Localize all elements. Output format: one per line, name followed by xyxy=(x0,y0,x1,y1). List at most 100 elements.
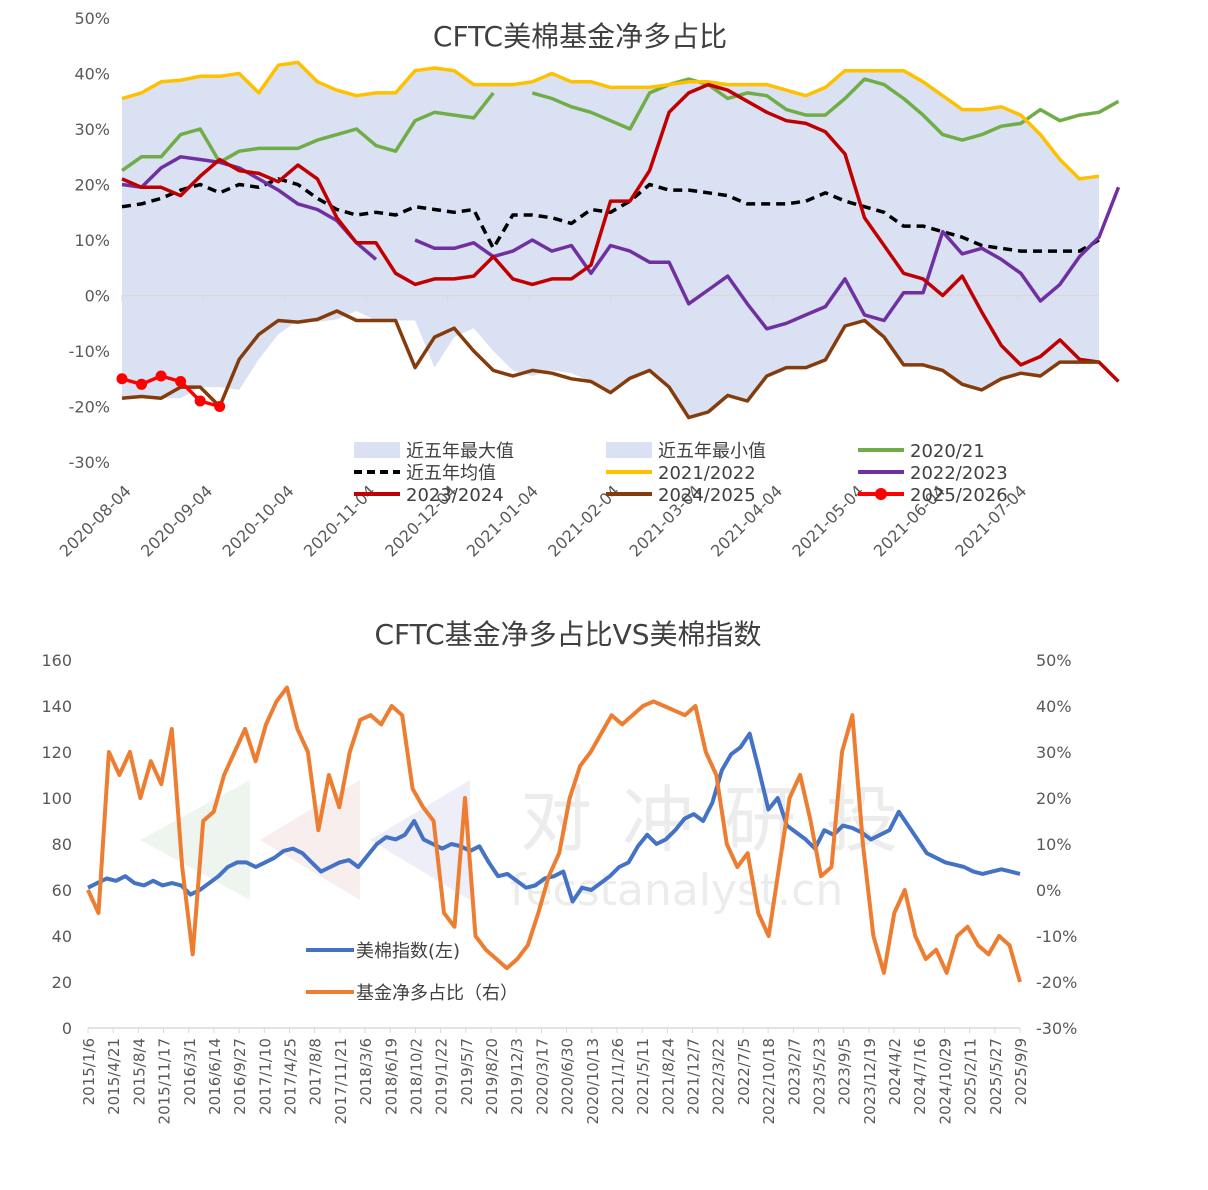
chart2-series-lines xyxy=(86,685,1022,983)
y-tick-label: 0% xyxy=(85,287,110,306)
series-point xyxy=(175,376,187,388)
y-left-tick-label: 120 xyxy=(41,743,72,762)
x-tick-label: 2021/12/7 xyxy=(685,1038,703,1115)
series-point xyxy=(214,401,226,412)
x-tick-label: 2024/4/2 xyxy=(886,1038,904,1105)
series-line-5 xyxy=(121,309,1099,420)
y-left-tick-label: 140 xyxy=(41,697,72,716)
x-tick-label: 2024/7/16 xyxy=(911,1038,929,1115)
series-line-2 xyxy=(121,60,1100,181)
x-tick-label: 2016/6/14 xyxy=(206,1038,224,1115)
x-tick-label: 2015/1/6 xyxy=(80,1038,98,1105)
series-line-1 xyxy=(86,685,1022,983)
legend-label: 2023/2024 xyxy=(406,485,504,506)
x-tick-label: 2019/1/22 xyxy=(433,1038,451,1115)
chart1: CFTC美棉基金净多占比 50% 40% 30% 20% 10% 0% -10% -20% -3… xyxy=(56,9,1121,561)
chart1-title: CFTC美棉基金净多占比 xyxy=(433,20,727,53)
x-tick-label: 2021/1/26 xyxy=(609,1038,627,1115)
y-right-tick-label: 0% xyxy=(1036,881,1061,900)
x-tick-label: 2021/8/24 xyxy=(659,1038,677,1115)
x-tick-label: 2017/11/21 xyxy=(332,1038,350,1124)
legend-label: 美棉指数(左) xyxy=(356,941,460,962)
y-tick-label: 20% xyxy=(74,176,110,195)
x-tick-label: 2022/7/5 xyxy=(735,1038,753,1105)
legend-swatch xyxy=(354,442,400,458)
legend-label: 2024/2025 xyxy=(658,485,756,506)
legend-label: 近五年最小值 xyxy=(658,441,766,462)
y-left-tick-label: 80 xyxy=(52,835,72,854)
y-left-tick-label: 40 xyxy=(52,927,72,946)
x-tick-label: 2015/8/4 xyxy=(130,1038,148,1105)
chart1-band-layer xyxy=(122,62,1099,418)
legend-label: 基金净多占比（右） xyxy=(356,983,518,1004)
y-right-tick-label: -30% xyxy=(1036,1019,1077,1038)
series-line-0 xyxy=(87,731,1021,904)
watermark-logo-shape xyxy=(260,780,360,900)
legend-swatch xyxy=(606,442,652,458)
x-tick-label: 2017/8/8 xyxy=(307,1038,325,1105)
x-tick-label: 2019/8/20 xyxy=(483,1038,501,1115)
chart2-x-ticks: 2015/1/6 2015/4/21 2015/8/4 2015/11/17 2016/… xyxy=(80,1028,1030,1124)
x-tick-label: 2023/5/23 xyxy=(810,1038,828,1115)
x-tick-label: 2020-09-04 xyxy=(137,481,216,560)
x-tick-label: 2020/3/17 xyxy=(533,1038,551,1115)
y-tick-label: 40% xyxy=(74,65,110,84)
y-left-tick-label: 20 xyxy=(52,973,72,992)
y-tick-label: 30% xyxy=(74,120,110,139)
x-tick-label: 2019/5/7 xyxy=(458,1038,476,1105)
chart1-legend: 近五年最大值 近五年最小值 2020/21 近五年均值 2021/2022 2022/20… xyxy=(354,441,1008,506)
x-tick-label: 2016/9/27 xyxy=(231,1038,249,1115)
legend-label: 2021/2022 xyxy=(658,463,756,484)
y-right-tick-label: 20% xyxy=(1036,789,1072,808)
chart2-legend: 美棉指数(左) 基金净多占比（右） xyxy=(306,941,518,1004)
y-left-tick-label: 100 xyxy=(41,789,72,808)
chart1-series-lines xyxy=(116,60,1121,420)
x-tick-label: 2018/3/6 xyxy=(357,1038,375,1105)
legend-label: 2020/21 xyxy=(910,441,985,462)
y-left-tick-label: 160 xyxy=(41,651,72,670)
y-right-tick-label: 10% xyxy=(1036,835,1072,854)
x-tick-label: 2025/9/9 xyxy=(1012,1038,1030,1105)
x-tick-label: 2016/3/1 xyxy=(181,1038,199,1105)
y-tick-label: 10% xyxy=(74,231,110,250)
y-right-tick-label: -10% xyxy=(1036,927,1077,946)
x-tick-label: 2021-05-04 xyxy=(788,481,867,560)
x-tick-label: 2015/11/17 xyxy=(156,1038,174,1124)
series-point xyxy=(155,370,167,382)
x-tick-label: 2020-08-04 xyxy=(56,481,135,560)
x-tick-label: 2018/10/2 xyxy=(407,1038,425,1115)
y-right-tick-label: 30% xyxy=(1036,743,1072,762)
y-right-tick-label: -20% xyxy=(1036,973,1077,992)
x-tick-label: 2024/10/29 xyxy=(936,1038,954,1124)
x-tick-label: 2022/3/22 xyxy=(710,1038,728,1115)
y-tick-label: 50% xyxy=(74,9,110,28)
x-tick-label: 2023/2/7 xyxy=(785,1038,803,1105)
x-tick-label: 2025/5/27 xyxy=(987,1038,1005,1115)
y-left-tick-label: 0 xyxy=(62,1019,72,1038)
chart2-y-ticks: 160 140 120 100 80 60 40 20 0 50% 40% 30% 20% 10% 0% -1… xyxy=(41,651,1077,1038)
x-tick-label: 2017/1/10 xyxy=(256,1038,274,1115)
y-left-tick-label: 60 xyxy=(52,881,72,900)
y-tick-label: -10% xyxy=(69,342,110,361)
y-tick-label: -20% xyxy=(69,398,110,417)
x-tick-label: 2020/6/30 xyxy=(559,1038,577,1115)
series-point xyxy=(136,378,148,390)
y-tick-label: -30% xyxy=(69,453,110,472)
x-tick-label: 2017/4/25 xyxy=(282,1038,300,1115)
legend-label: 近五年均值 xyxy=(406,463,496,484)
legend-marker xyxy=(875,488,887,500)
legend-label: 近五年最大值 xyxy=(406,441,514,462)
x-tick-label: 2020-10-04 xyxy=(218,481,297,560)
x-tick-label: 2025/2/11 xyxy=(962,1038,980,1115)
x-tick-label: 2020/10/13 xyxy=(584,1038,602,1124)
series-line-1 xyxy=(120,77,1120,173)
y-right-tick-label: 40% xyxy=(1036,697,1072,716)
x-tick-label: 2019/12/3 xyxy=(508,1038,526,1115)
band-area xyxy=(122,62,1099,418)
x-tick-label: 2021/5/11 xyxy=(634,1038,652,1115)
x-tick-label: 2023/9/5 xyxy=(836,1038,854,1105)
legend-label: 2025/2026 xyxy=(910,485,1008,506)
